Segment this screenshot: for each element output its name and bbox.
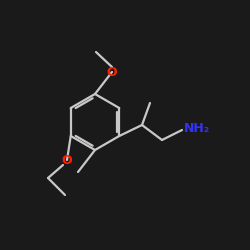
Text: NH₂: NH₂	[184, 122, 210, 136]
Text: O: O	[62, 154, 72, 166]
Text: O: O	[107, 66, 117, 78]
